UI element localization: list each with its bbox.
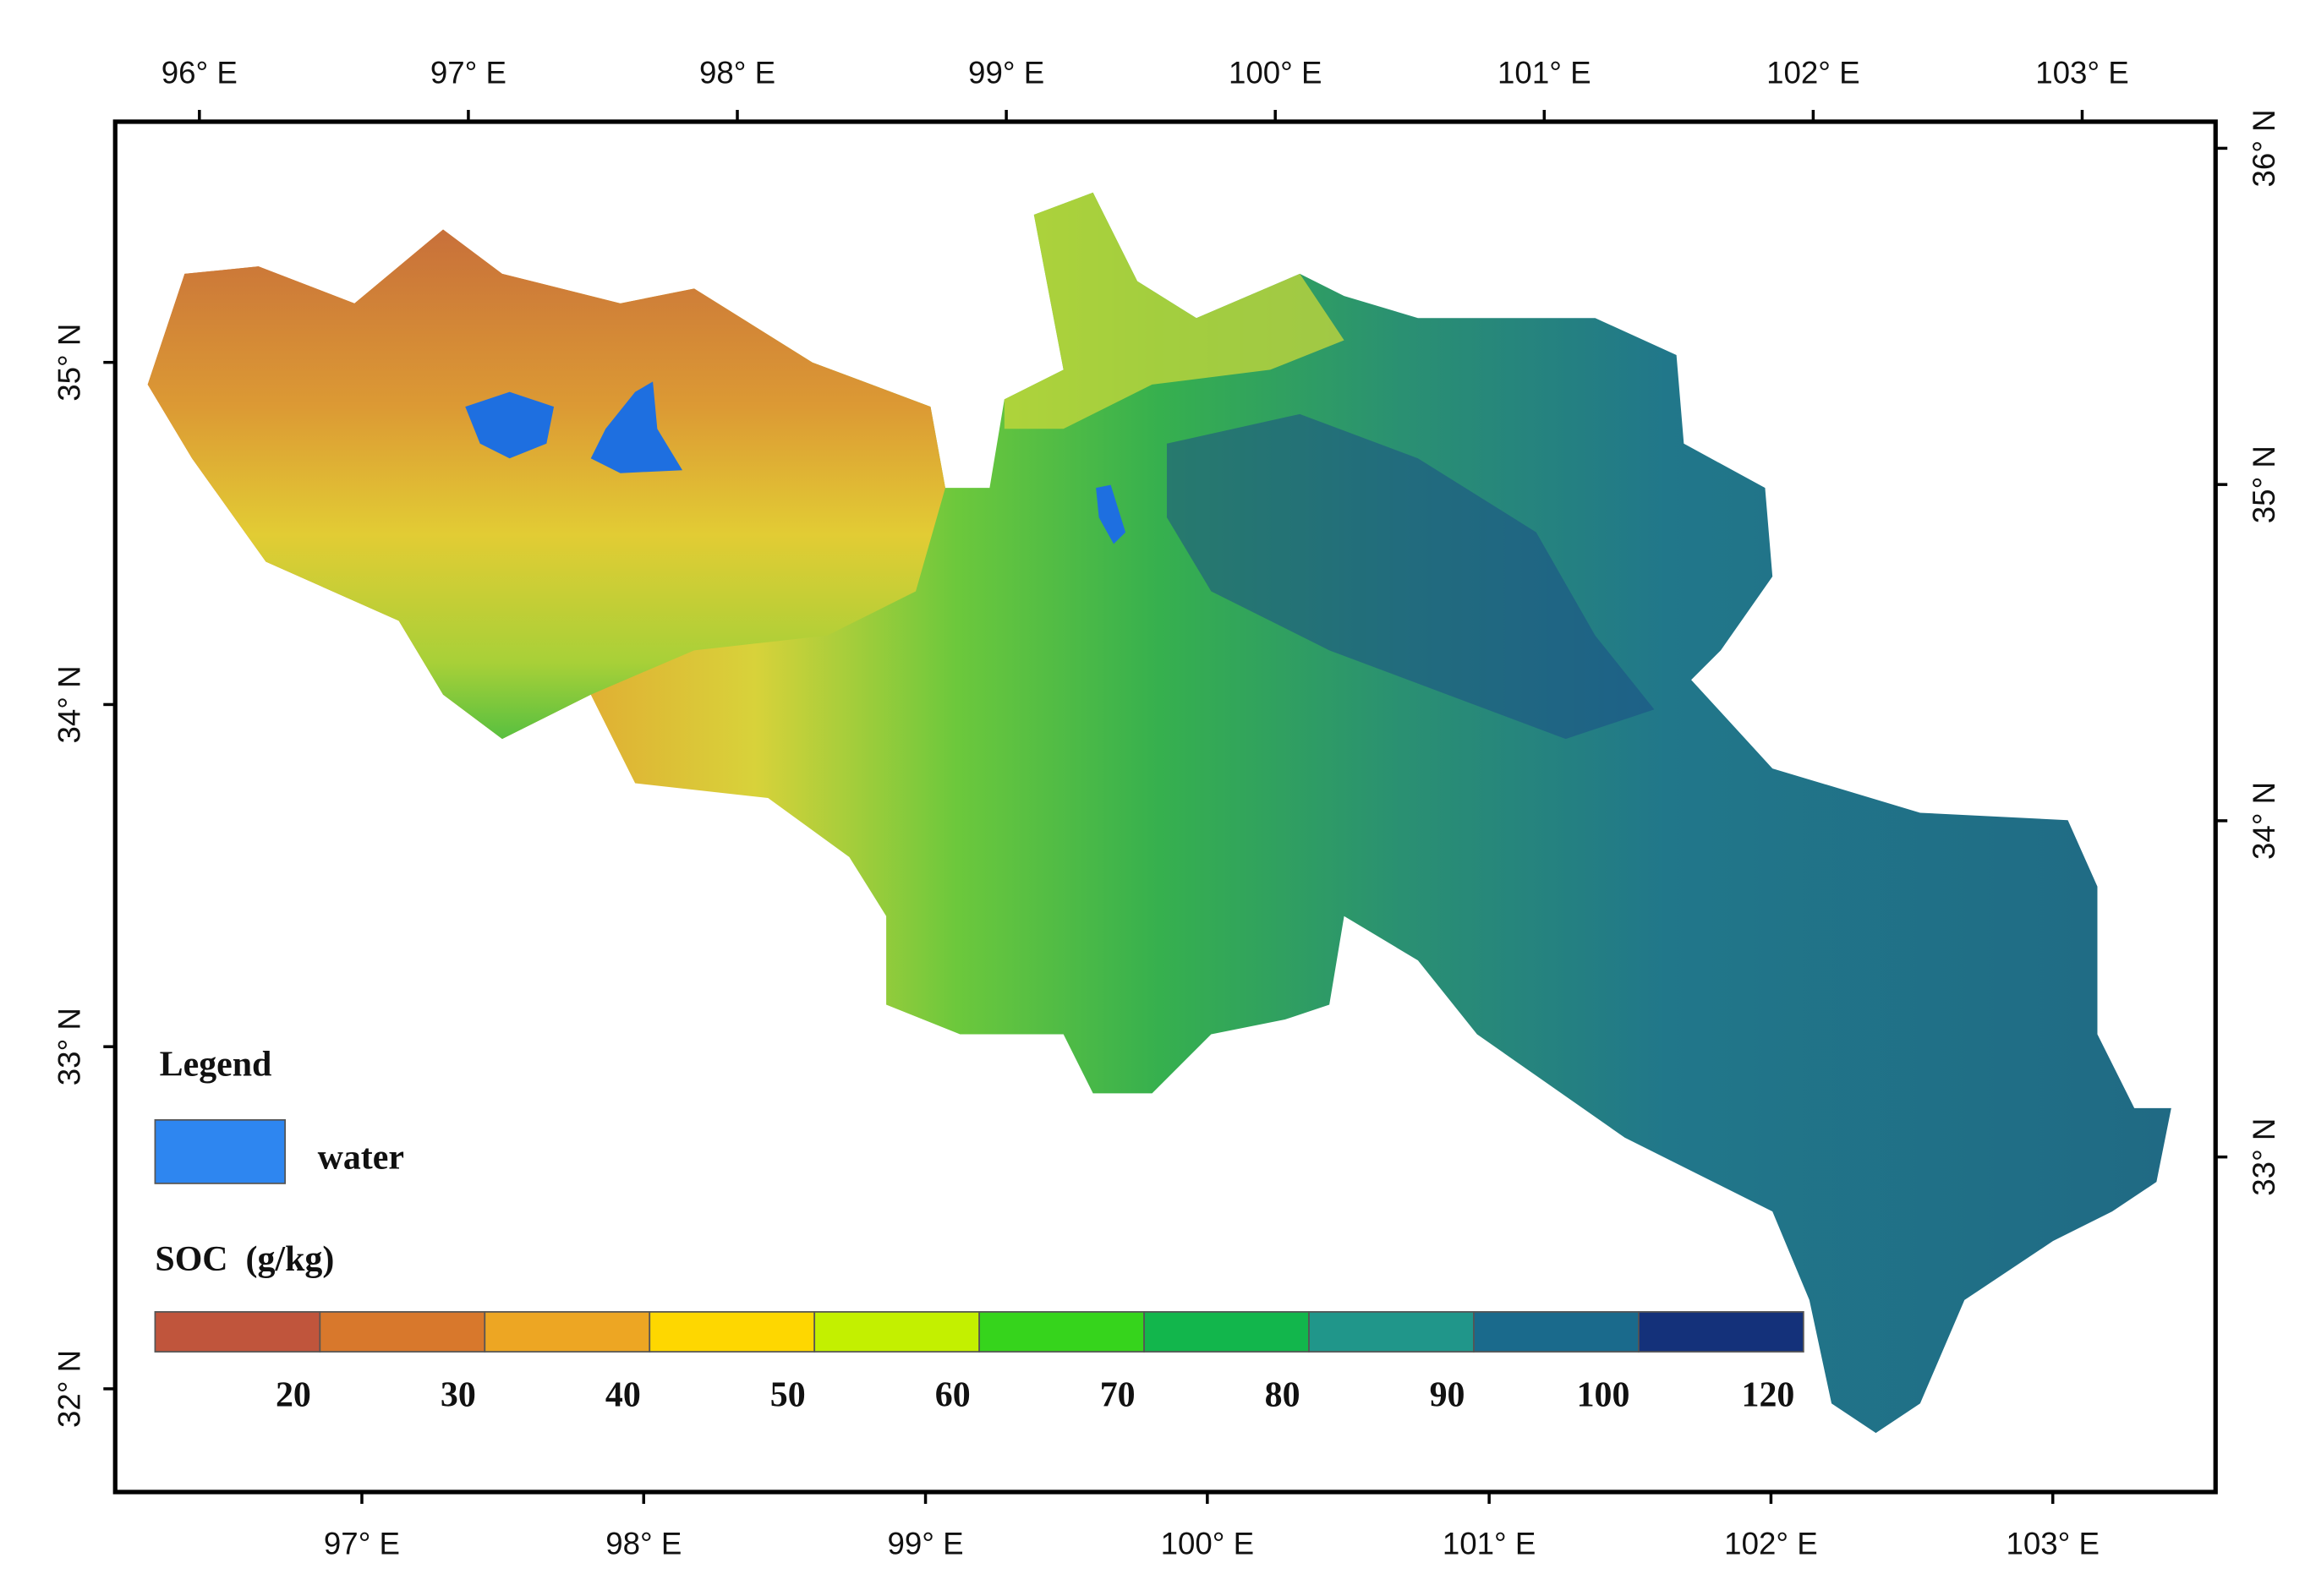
left-label: 34° N: [52, 665, 86, 743]
color-class: [649, 1311, 816, 1353]
color-class: [1308, 1311, 1475, 1353]
top-label: 102° E: [1766, 56, 1860, 90]
class-label: 30: [441, 1376, 476, 1415]
class-label: 50: [770, 1376, 806, 1415]
color-class: [154, 1311, 321, 1353]
top-label: 98° E: [699, 56, 775, 90]
class-label: 80: [1265, 1376, 1300, 1415]
graticule-labels: 96° E 97° E 98° E 99° E 100° E 101° E 102° E 10…: [52, 56, 2281, 1561]
west-region: [147, 229, 945, 740]
top-label: 96° E: [162, 56, 238, 90]
high-soc-core: [1166, 413, 1655, 740]
color-class: [813, 1311, 981, 1353]
bottom-label: 101° E: [1443, 1526, 1536, 1560]
legend-title: Legend: [160, 1045, 272, 1084]
bottom-label: 100° E: [1161, 1526, 1255, 1560]
top-label: 99° E: [968, 56, 1044, 90]
top-label: 103° E: [2035, 56, 2129, 90]
class-label: 90: [1430, 1376, 1465, 1415]
map-frame: [112, 119, 2218, 1495]
color-class: [319, 1311, 486, 1353]
color-class: [1473, 1311, 1640, 1353]
bottom-label: 98° E: [605, 1526, 682, 1560]
north-yellow: [1004, 192, 1344, 429]
top-label: 97° E: [430, 56, 506, 90]
color-class: [1638, 1311, 1804, 1353]
bottom-label: 102° E: [1724, 1526, 1818, 1560]
lake: [465, 391, 555, 459]
color-class: [978, 1311, 1145, 1353]
bottom-label: 103° E: [2006, 1526, 2100, 1560]
color-class: [1143, 1311, 1310, 1353]
soc-title: SOC (g/kg): [155, 1240, 334, 1279]
lake: [590, 381, 683, 473]
right-label: 36° N: [2247, 109, 2281, 187]
class-label: 120: [1742, 1376, 1795, 1415]
lake: [1096, 484, 1126, 544]
left-label: 35° N: [52, 324, 86, 402]
right-label: 35° N: [2247, 445, 2281, 523]
soc-map: [147, 192, 2171, 1434]
water-label: water: [318, 1138, 404, 1177]
water-swatch: [154, 1118, 287, 1184]
right-label: 34° N: [2247, 782, 2281, 860]
legend: Legend water SOC (g/kg) 20 30 40 50 60 70 80 90…: [154, 1045, 1804, 1415]
color-class: [484, 1311, 651, 1353]
bottom-label: 99° E: [887, 1526, 963, 1560]
class-label: 100: [1577, 1376, 1630, 1415]
top-label: 100° E: [1229, 56, 1322, 90]
class-label: 20: [276, 1376, 311, 1415]
left-label: 32° N: [52, 1350, 86, 1428]
right-label: 33° N: [2247, 1118, 2281, 1196]
class-label: 40: [605, 1376, 641, 1415]
class-label: 70: [1100, 1376, 1136, 1415]
top-label: 101° E: [1497, 56, 1591, 90]
left-label: 33° N: [52, 1008, 86, 1085]
class-label: 60: [935, 1376, 971, 1415]
bottom-label: 97° E: [324, 1526, 400, 1560]
